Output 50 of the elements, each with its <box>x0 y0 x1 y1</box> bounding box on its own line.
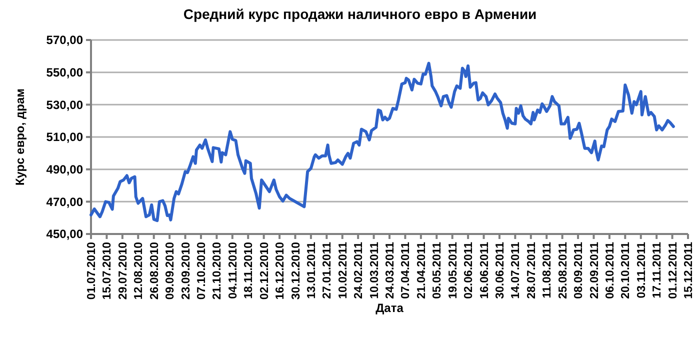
x-tick-label: 03.11.2011 <box>636 241 648 298</box>
x-tick-label: 30.12.2010 <box>290 242 302 300</box>
y-tick-label: 490,00 <box>46 162 84 177</box>
x-tick-label: 15.07.2010 <box>102 242 114 300</box>
x-tick-label: 29.07.2010 <box>117 242 130 300</box>
x-tick-label: 26.08.2010 <box>148 242 161 300</box>
line-series <box>90 62 675 222</box>
x-tick-label: 21.04.2011 <box>416 241 428 299</box>
x-tick-label: 25.08.2011 <box>557 241 570 299</box>
x-tick-label: 21.10.2010 <box>212 242 224 300</box>
x-tick-label: 17.11.2011 <box>652 241 664 298</box>
x-tick-label: 01.07.2010 <box>86 242 98 300</box>
y-tick-label: 550,00 <box>46 66 84 80</box>
y-tick-label: 570,00 <box>46 33 84 48</box>
x-tick-label: 16.06.2011 <box>478 241 491 299</box>
x-tick-label: 10.02.2011 <box>337 241 350 299</box>
x-tick-label: 11.08.2011 <box>542 241 554 298</box>
y-tick-label: 530,00 <box>46 98 84 112</box>
x-tick-label: 07.04.2011 <box>400 241 412 299</box>
x-tick-label: 22.09.2011 <box>588 241 601 299</box>
chart-title: Средний курс продажи наличного евро в Армении <box>183 6 537 22</box>
y-tick-label: 450,00 <box>46 227 84 242</box>
x-tick-label: 02.12.2010 <box>258 242 271 300</box>
x-tick-label: 14.07.2011 <box>510 241 522 299</box>
x-tick-label: 19.05.2011 <box>447 241 460 299</box>
x-tick-label: 24.03.2011 <box>384 241 397 299</box>
x-tick-label: 04.11.2010 <box>227 242 240 299</box>
x-tick-label: 12.08.2010 <box>133 242 146 300</box>
x-tick-label: 09.09.2010 <box>164 242 177 300</box>
x-tick-label: 20.10.2011 <box>620 241 632 299</box>
x-tick-label: 18.11.2010 <box>243 242 256 299</box>
x-axis-title: Дата <box>376 301 404 315</box>
x-tick-label: 15.12.2011 <box>683 241 696 299</box>
x-tick-label: 10.03.2011 <box>368 241 381 299</box>
x-tick-label: 05.05.2011 <box>432 241 444 299</box>
x-tick-label: 07.10.2010 <box>196 242 208 300</box>
y-axis-title: Курс евро, драм <box>13 88 28 186</box>
x-tick-label: 02.06.2011 <box>463 241 476 299</box>
x-tick-label: 30.06.2011 <box>494 241 506 299</box>
x-tick-label: 13.01.2011 <box>306 241 318 299</box>
x-tick-label: 16.12.2010 <box>274 242 287 300</box>
x-tick-label: 23.09.2010 <box>180 242 192 300</box>
y-tick-label: 470,00 <box>46 194 84 209</box>
x-tick-label: 28.07.2011 <box>526 241 538 299</box>
x-tick-label: 08.09.2011 <box>573 241 586 299</box>
x-tick-label: 27.01.2011 <box>322 241 334 299</box>
x-tick-label: 24.02.2011 <box>353 241 366 299</box>
y-tick-label: 510,00 <box>46 130 84 144</box>
x-tick-label: 01.12.2011 <box>667 241 680 299</box>
x-tick-label: 06.10.2011 <box>604 241 616 299</box>
